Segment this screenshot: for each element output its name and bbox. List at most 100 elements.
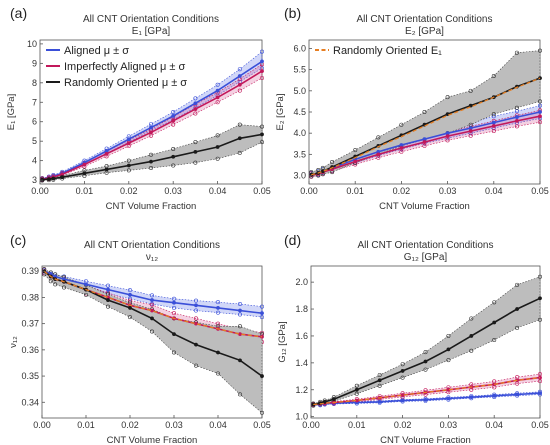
x-tick-label: 0.02 <box>394 420 412 430</box>
data-point-random <box>237 136 242 141</box>
band-point-aligned <box>215 82 220 87</box>
data-point-imperfect <box>399 146 404 150</box>
y-tick-label: 3.5 <box>293 149 306 159</box>
data-point-aligned <box>126 137 131 142</box>
data-point-random <box>469 334 474 338</box>
band-point-imperfect <box>216 321 221 326</box>
data-point-random <box>238 358 242 363</box>
y-tick-label: 4.5 <box>293 107 306 117</box>
band-point-random <box>193 140 198 145</box>
data-point-random <box>377 378 382 383</box>
band-point-random <box>377 372 382 377</box>
band-point-random <box>194 363 199 368</box>
data-point-aligned <box>446 396 451 401</box>
data-point-imperfect <box>104 151 109 156</box>
data-point-imperfect <box>194 321 198 326</box>
chart-title: All CNT Orientation Conditions <box>357 14 493 25</box>
chart-subtitle: G₁₂ [GPa] <box>404 252 448 263</box>
data-point-aligned <box>149 125 153 130</box>
data-point-random <box>149 159 153 164</box>
band-point-random <box>514 50 519 55</box>
x-tick-label: 0.04 <box>485 420 503 430</box>
data-point-aligned <box>469 395 474 400</box>
data-point-random <box>51 176 56 181</box>
x-axis-label: CNT Volume Fraction <box>380 435 471 445</box>
data-point-imperfect <box>215 95 220 100</box>
band-point-random <box>446 333 451 338</box>
band-point-aligned <box>537 103 542 108</box>
y-tick-label: 2.0 <box>295 277 308 287</box>
x-tick-label: 0.04 <box>209 420 227 430</box>
band-point-random <box>376 135 381 140</box>
data-point-random <box>82 171 87 176</box>
data-point-random <box>46 177 51 182</box>
band-random <box>312 276 541 406</box>
panel-label: (b) <box>284 5 301 21</box>
data-point-aligned <box>216 306 220 310</box>
band-point-random <box>171 163 176 168</box>
chart-title: All CNT Orientation Conditions <box>83 14 219 25</box>
data-point-aligned <box>260 311 264 316</box>
band-point-random <box>514 105 519 110</box>
band-point-imperfect <box>422 143 427 148</box>
band-point-aligned <box>194 298 199 303</box>
y-tick-label: 0.38 <box>21 292 39 302</box>
band-point-aligned <box>259 304 264 309</box>
y-tick-label: 1.6 <box>295 331 308 341</box>
band-point-imperfect <box>193 111 198 116</box>
data-point-aligned <box>215 88 220 93</box>
x-tick-label: 0.05 <box>531 186 549 196</box>
x-tick-label: 0.01 <box>348 420 366 430</box>
data-point-random <box>515 307 519 311</box>
data-point-imperfect <box>193 107 198 111</box>
band-random <box>43 268 263 414</box>
y-tick-label: 7 <box>32 97 37 107</box>
band-point-random <box>238 324 243 329</box>
data-point-random <box>171 154 176 159</box>
data-point-random <box>538 296 542 301</box>
x-tick-label: 0.04 <box>485 186 503 196</box>
band-point-imperfect <box>128 298 133 303</box>
data-point-imperfect <box>82 162 87 167</box>
series-line-fit <box>313 376 541 406</box>
data-point-aligned <box>84 282 88 287</box>
data-point-random <box>60 175 65 180</box>
chart-title: All CNT Orientation Conditions <box>84 240 220 251</box>
band-point-random <box>237 122 242 127</box>
x-tick-label: 0.03 <box>439 186 457 196</box>
band-point-random <box>491 112 496 117</box>
x-axis-label: CNT Volume Fraction <box>106 201 197 212</box>
series-line-fit <box>311 77 541 176</box>
band-point-imperfect <box>445 138 450 143</box>
y-tick-label: 1.0 <box>295 412 308 422</box>
legend: Randomly Oriented E₁ <box>315 45 442 57</box>
band-point-random <box>128 315 133 320</box>
data-point-aligned <box>538 391 542 396</box>
x-tick-label: 0.04 <box>209 186 227 196</box>
data-point-imperfect <box>353 159 358 164</box>
band-point-random <box>353 148 358 153</box>
y-tick-label: 5 <box>32 136 37 146</box>
data-point-random <box>128 306 132 310</box>
band-point-random <box>537 317 542 322</box>
band-random <box>41 124 263 181</box>
data-point-aligned <box>172 300 176 305</box>
band-point-random <box>492 300 497 305</box>
data-point-aligned <box>492 393 497 398</box>
data-point-aligned <box>62 277 66 282</box>
data-point-random <box>400 369 405 373</box>
y-tick-label: 0.34 <box>21 397 39 407</box>
data-point-imperfect <box>538 114 542 119</box>
y-tick-label: 4 <box>32 156 37 166</box>
data-point-random <box>104 167 109 172</box>
chart-subtitle: E₂ [GPa] <box>405 26 444 37</box>
data-point-random <box>492 320 497 325</box>
band-point-imperfect <box>171 122 176 127</box>
data-point-aligned <box>194 303 198 308</box>
data-point-imperfect <box>171 118 176 123</box>
x-tick-label: 0.01 <box>346 186 364 196</box>
band-point-imperfect <box>194 316 199 321</box>
data-point-imperfect <box>468 129 473 133</box>
band-point-random <box>126 168 131 173</box>
